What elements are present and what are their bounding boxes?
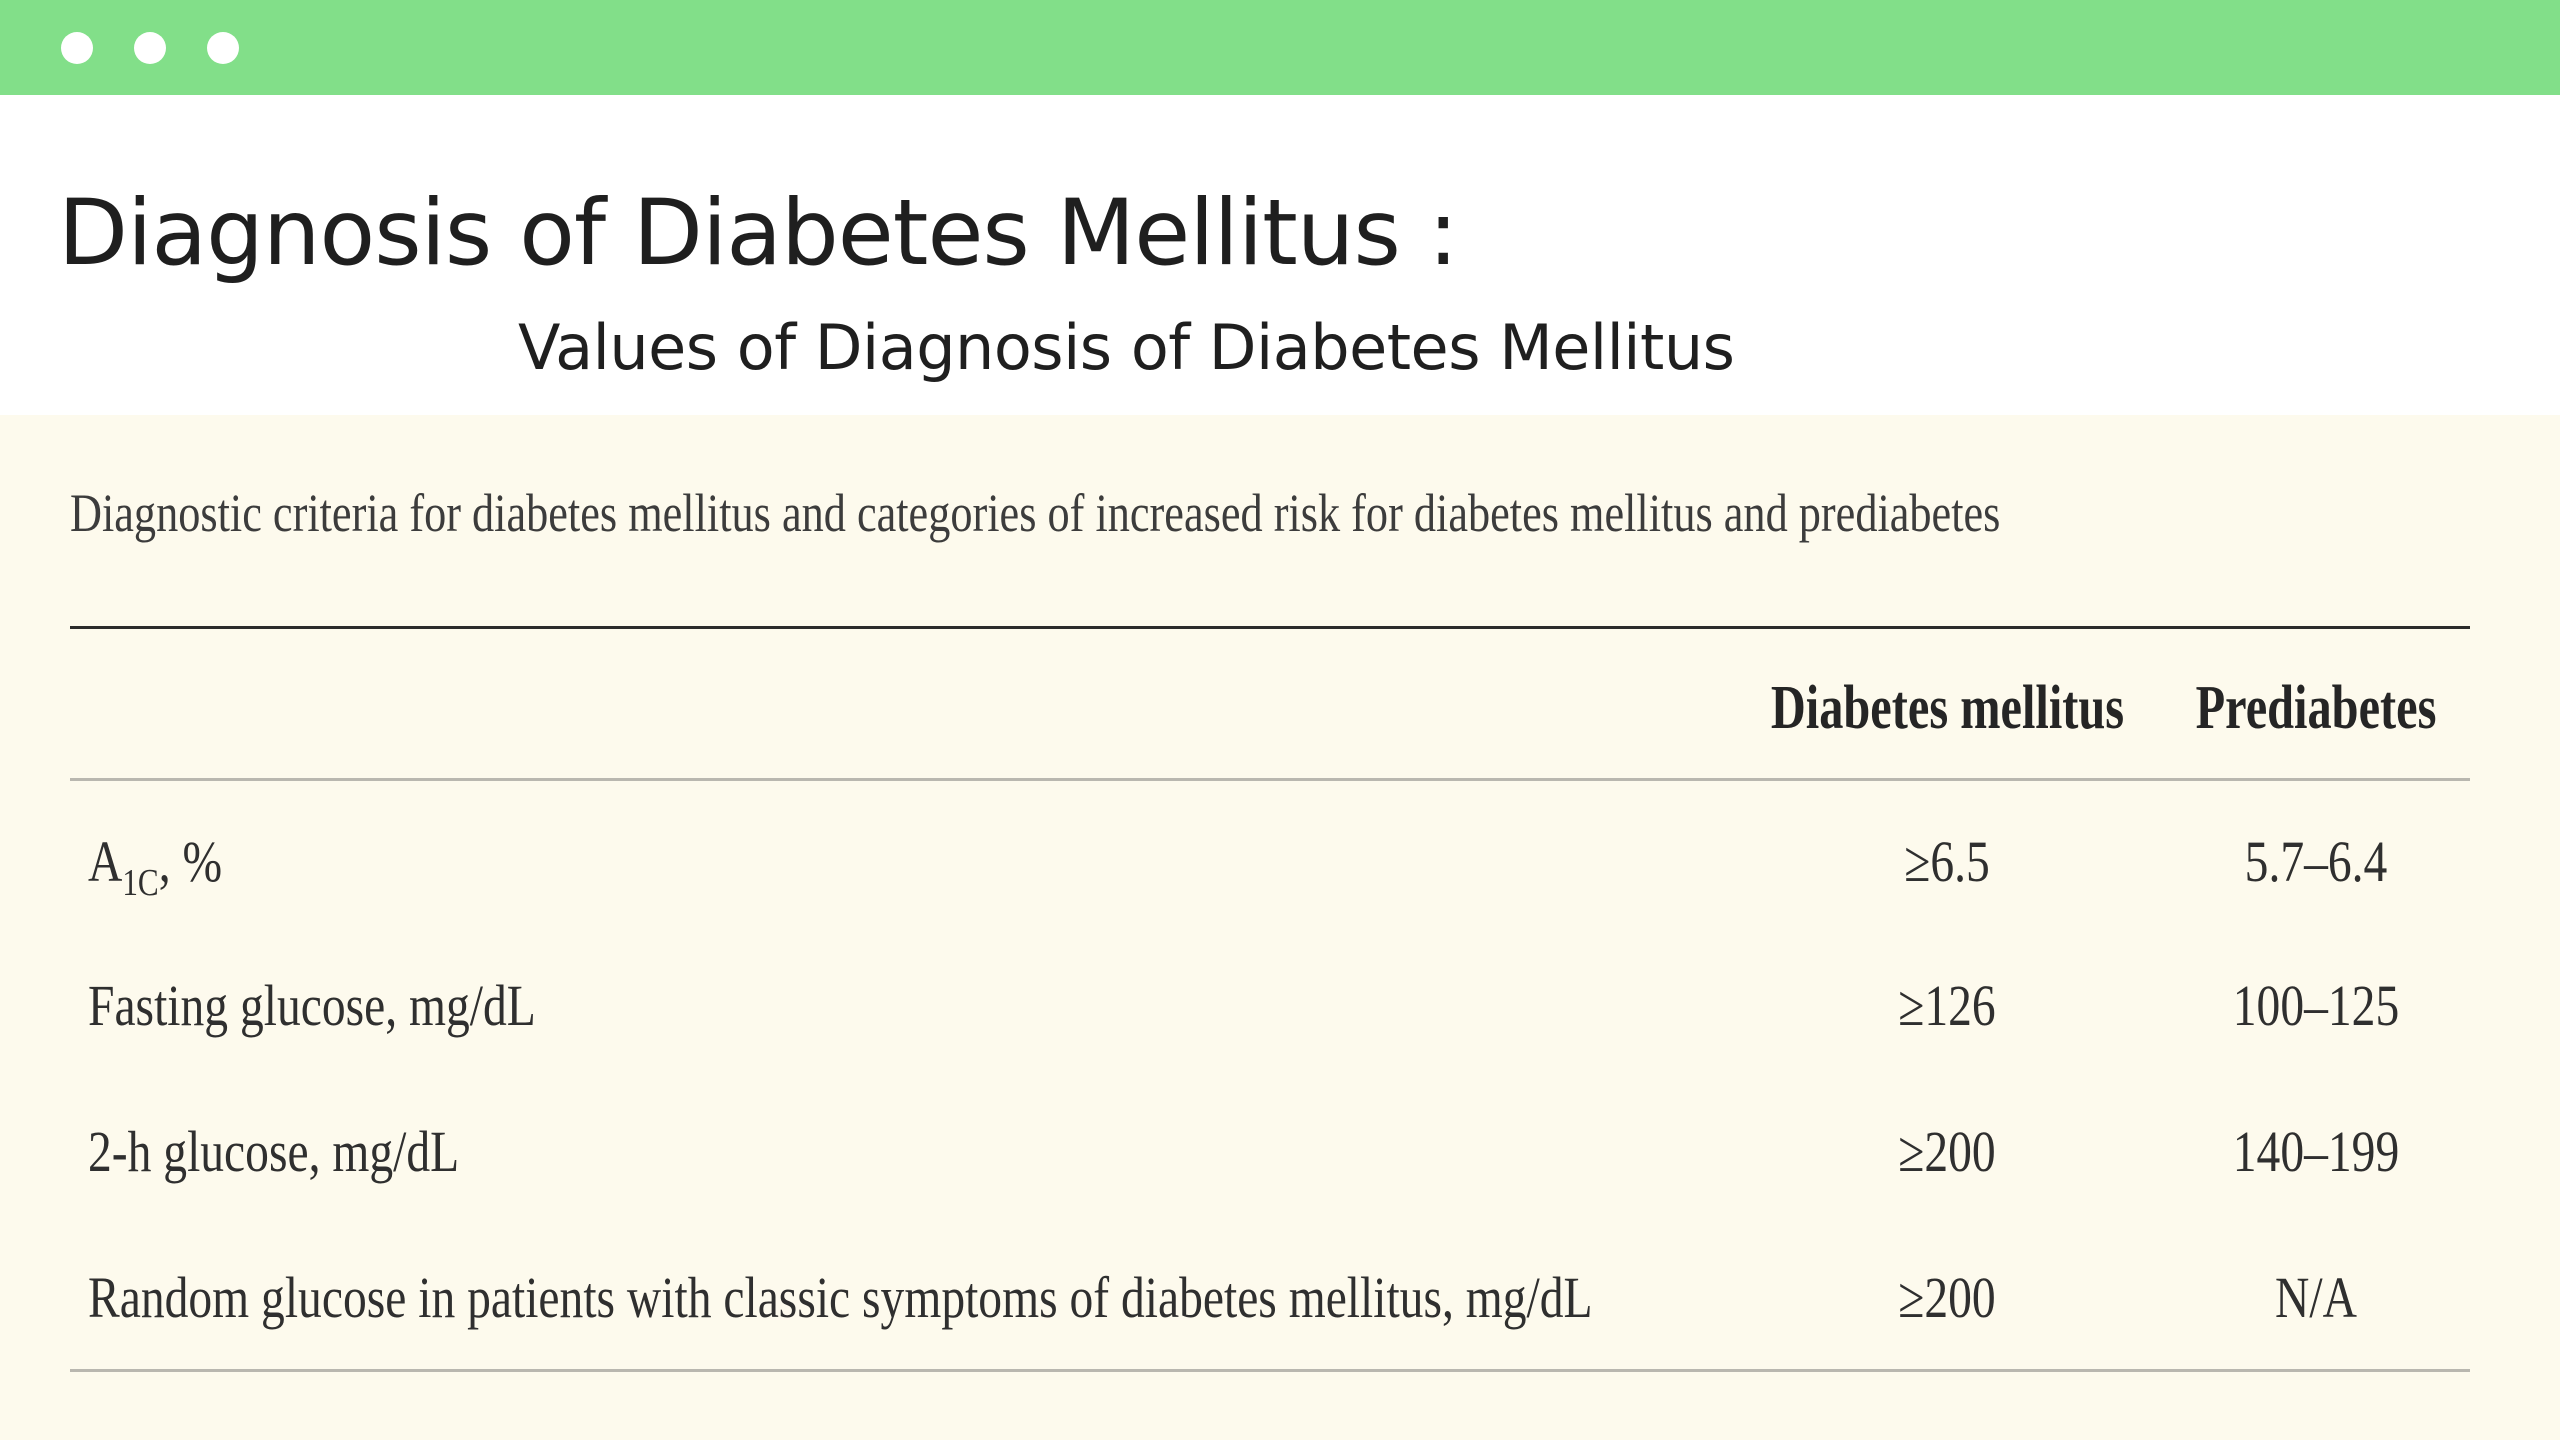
row-label-a1c-subscript: 1C (122, 862, 159, 904)
cell-fasting-glucose-diabetes: ≥126 (1898, 973, 1996, 1038)
row-label-2h-glucose: 2-h glucose, mg/dL (88, 1119, 460, 1184)
window-control-dot[interactable] (134, 32, 166, 64)
cell-2h-glucose-diabetes: ≥200 (1898, 1119, 1996, 1184)
column-header-diabetes: Diabetes mellitus (1770, 674, 2125, 742)
table-caption: Diagnostic criteria for diabetes mellitu… (70, 483, 2001, 543)
cell-a1c-prediabetes: 5.7–6.4 (2244, 829, 2388, 894)
column-header-prediabetes: Prediabetes (2195, 674, 2437, 742)
table-bottom-rule (70, 1369, 2470, 1372)
table-header-rule (70, 778, 2470, 781)
row-label-fasting-glucose: Fasting glucose, mg/dL (88, 973, 536, 1038)
row-label-random-glucose: Random glucose in patients with classic … (88, 1265, 1593, 1330)
row-label-a1c-main: A (88, 829, 123, 894)
cell-random-glucose-prediabetes: N/A (2275, 1265, 2357, 1330)
cell-random-glucose-diabetes: ≥200 (1898, 1265, 1996, 1330)
cell-fasting-glucose-prediabetes: 100–125 (2232, 973, 2400, 1038)
cell-a1c-diabetes: ≥6.5 (1904, 829, 1990, 894)
row-label-a1c-unit: , % (158, 829, 223, 894)
cell-2h-glucose-prediabetes: 140–199 (2232, 1119, 2400, 1184)
window-title-bar (0, 0, 2560, 95)
table-top-rule (70, 626, 2470, 629)
window-control-dot[interactable] (207, 32, 239, 64)
row-label-a1c: A1C, % (88, 822, 222, 909)
table-panel (0, 415, 2560, 1440)
slide-subtitle: Values of Diagnosis of Diabetes Mellitus (518, 311, 1735, 384)
window-control-dot[interactable] (61, 32, 93, 64)
slide-title: Diagnosis of Diabetes Mellitus : (58, 181, 1458, 286)
